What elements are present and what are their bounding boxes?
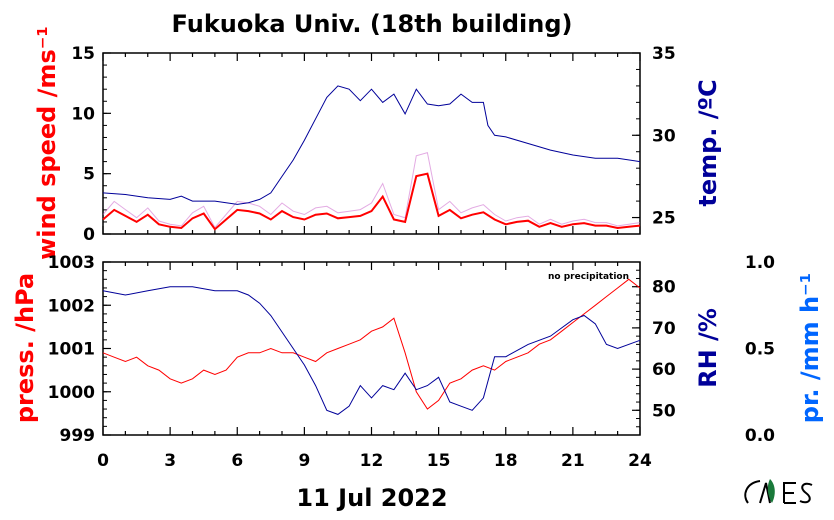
x-tick-label: 0 (97, 451, 109, 471)
x-tick-label: 3 (164, 451, 176, 471)
precip-tick-label: 0.0 (745, 426, 775, 446)
right-tick-label: 70 (652, 319, 676, 339)
bottom-panel-ticks (102, 261, 641, 436)
bottom-panel-frame (102, 261, 641, 436)
right-tick-label: 30 (652, 126, 676, 146)
top-panel: 0 5 10 15 25 30 35 wind speed /ms⁻¹ temp. /ºC (33, 26, 722, 260)
wind-raw-series (102, 151, 641, 229)
left-tick-label: 10 (71, 104, 95, 124)
x-tick-label: 24 (628, 451, 652, 471)
wind-speed-axis-label: wind speed /ms⁻¹ (33, 26, 61, 260)
left-tick-label: 1003 (48, 253, 95, 273)
top-panel-ticks (102, 52, 641, 235)
left-tick-label: 1002 (48, 296, 95, 316)
pressure-series (102, 278, 641, 410)
bottom-panel-tick-labels: 999 1000 1001 1002 1003 50 60 70 80 0 3 6 9 12 15 18 21 2… (48, 253, 775, 471)
top-panel-tick-labels: 0 5 10 15 25 30 35 (71, 44, 676, 245)
x-tick-label: 9 (298, 451, 310, 471)
x-tick-label: 15 (427, 451, 451, 471)
temperature-series (102, 85, 641, 205)
no-precipitation-note: no precipitation (548, 272, 629, 282)
bottom-panel: 999 1000 1001 1002 1003 50 60 70 80 0 3 6 9 12 15 18 21 2… (11, 253, 824, 471)
date-label: 11 Jul 2022 (296, 484, 447, 512)
right-tick-label: 50 (652, 401, 676, 421)
right-tick-label: 80 (652, 278, 676, 298)
rh-axis-label: RH /% (694, 308, 722, 388)
precip-tick-label: 0.5 (745, 340, 775, 360)
left-tick-label: 999 (60, 426, 96, 446)
top-panel-series (102, 85, 641, 231)
pressure-axis-label: press. /hPa (11, 273, 39, 423)
left-tick-label: 15 (71, 44, 95, 64)
rh-series (102, 286, 641, 415)
right-tick-label: 35 (652, 44, 676, 64)
left-tick-label: 0 (83, 225, 95, 245)
wind-speed-series (102, 172, 641, 231)
left-tick-label: 1000 (48, 383, 95, 403)
left-tick-label: 1001 (48, 340, 95, 360)
x-tick-label: 18 (494, 451, 518, 471)
right-tick-label: 25 (652, 209, 676, 229)
chart-title: Fukuoka Univ. (18th building) (172, 10, 573, 38)
temperature-axis-label: temp. /ºC (694, 79, 722, 206)
precip-tick-label: 1.0 (745, 253, 775, 273)
precipitation-axis-label: pr. /mm h⁻¹ (796, 273, 824, 423)
bottom-panel-series (102, 278, 641, 415)
top-panel-frame (102, 52, 641, 235)
left-tick-label: 5 (83, 165, 95, 185)
x-tick-label: 12 (360, 451, 384, 471)
x-tick-label: 6 (231, 451, 243, 471)
logo (744, 479, 813, 504)
right-tick-label: 60 (652, 360, 676, 380)
x-tick-label: 21 (561, 451, 585, 471)
